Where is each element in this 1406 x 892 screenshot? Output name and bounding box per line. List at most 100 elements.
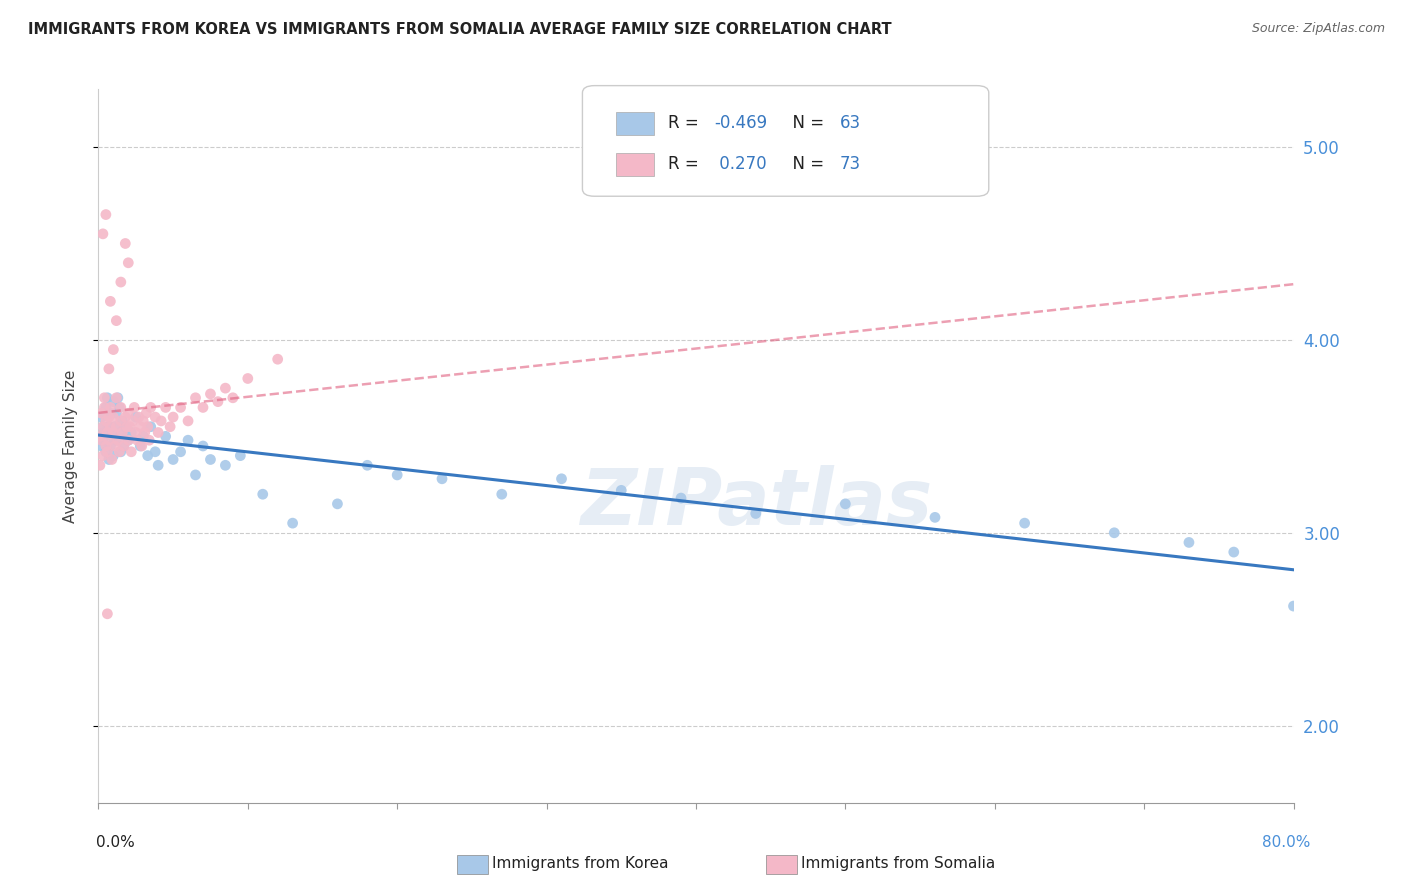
Point	[91, 227, 114, 241]
Point	[103, 343, 125, 357]
Point	[143, 410, 166, 425]
Point	[115, 419, 138, 434]
Point	[114, 236, 136, 251]
Point	[236, 371, 259, 385]
Point	[94, 439, 117, 453]
Point	[252, 487, 274, 501]
Point	[117, 406, 139, 420]
Point	[491, 487, 513, 501]
Point	[1014, 516, 1036, 530]
Point	[924, 510, 946, 524]
Point	[117, 434, 139, 448]
Point	[610, 483, 633, 498]
Point	[89, 429, 111, 443]
Point	[177, 434, 200, 448]
Point	[143, 444, 166, 458]
Point	[214, 458, 236, 473]
Point	[139, 401, 162, 415]
Text: N =: N =	[782, 114, 830, 132]
Point	[127, 434, 149, 448]
Point	[110, 444, 132, 458]
Point	[150, 414, 173, 428]
Text: 63: 63	[839, 114, 860, 132]
Point	[100, 406, 122, 420]
Point	[267, 352, 290, 367]
Point	[135, 406, 157, 420]
Text: ZIPatlas: ZIPatlas	[579, 465, 932, 541]
Point	[162, 452, 184, 467]
Point	[834, 497, 856, 511]
Point	[669, 491, 692, 505]
Point	[155, 429, 177, 443]
Point	[129, 419, 152, 434]
Point	[108, 401, 131, 415]
Point	[93, 401, 115, 415]
Text: 80.0%: 80.0%	[1263, 836, 1310, 850]
Point	[1104, 525, 1126, 540]
FancyBboxPatch shape	[616, 153, 654, 176]
Point	[90, 439, 112, 453]
Point	[132, 414, 155, 428]
Point	[94, 444, 117, 458]
Point	[107, 434, 129, 448]
Text: R =: R =	[668, 155, 704, 173]
Point	[125, 410, 148, 425]
Text: IMMIGRANTS FROM KOREA VS IMMIGRANTS FROM SOMALIA AVERAGE FAMILY SIZE CORRELATION: IMMIGRANTS FROM KOREA VS IMMIGRANTS FROM…	[28, 22, 891, 37]
FancyBboxPatch shape	[616, 112, 654, 135]
Point	[136, 419, 159, 434]
Text: 73: 73	[839, 155, 860, 173]
Point	[110, 401, 132, 415]
Point	[101, 452, 124, 467]
Point	[550, 472, 572, 486]
Point	[110, 275, 132, 289]
Point	[94, 208, 117, 222]
Point	[129, 439, 152, 453]
Point	[138, 434, 160, 448]
Point	[200, 452, 222, 467]
Point	[169, 401, 191, 415]
Point	[93, 425, 115, 440]
Point	[114, 410, 136, 425]
Point	[139, 419, 162, 434]
Y-axis label: Average Family Size: Average Family Size	[63, 369, 77, 523]
Point	[326, 497, 349, 511]
Point	[97, 419, 120, 434]
Point	[96, 425, 118, 440]
Text: 0.270: 0.270	[714, 155, 766, 173]
Point	[177, 414, 200, 428]
Point	[100, 401, 122, 415]
Point	[114, 419, 136, 434]
Point	[103, 394, 125, 409]
Point	[100, 439, 122, 453]
Point	[184, 391, 207, 405]
Text: Source: ZipAtlas.com: Source: ZipAtlas.com	[1251, 22, 1385, 36]
Point	[97, 362, 120, 376]
Point	[124, 401, 146, 415]
Point	[90, 434, 112, 448]
Point	[128, 410, 150, 425]
Point	[105, 406, 128, 420]
Point	[162, 410, 184, 425]
Point	[94, 401, 117, 415]
Point	[90, 410, 112, 425]
Point	[191, 401, 214, 415]
Point	[96, 444, 118, 458]
Point	[100, 419, 122, 434]
Point	[89, 458, 111, 473]
Point	[103, 449, 125, 463]
Point	[148, 425, 170, 440]
Point	[184, 467, 207, 482]
Point	[107, 391, 129, 405]
Point	[94, 414, 117, 428]
Point	[96, 607, 118, 621]
Point	[105, 434, 128, 448]
Point	[108, 444, 131, 458]
Point	[229, 449, 252, 463]
Point	[93, 391, 115, 405]
Point	[97, 452, 120, 467]
Point	[131, 439, 153, 453]
Point	[91, 449, 114, 463]
Point	[91, 434, 114, 448]
Point	[356, 458, 378, 473]
Point	[385, 467, 409, 482]
